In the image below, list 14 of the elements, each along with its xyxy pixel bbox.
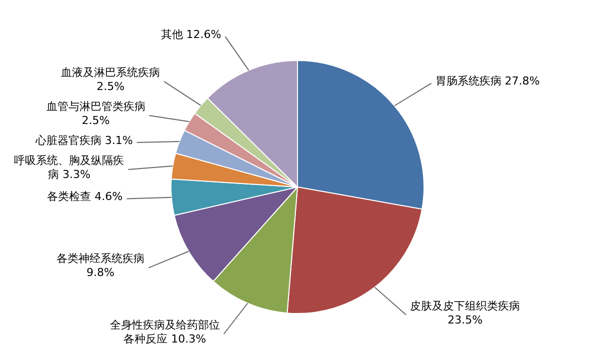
slice-label: 胃肠系统疾病 27.8%: [435, 74, 540, 88]
slice-label: 各类检查 4.6%: [47, 190, 123, 204]
data-label: 2.5%: [82, 114, 110, 127]
slice-label: 心脏器官疾病 3.1%: [34, 134, 133, 147]
data-label: 2.5%: [96, 80, 125, 93]
slice-label: 各类神经系统疾病: [56, 252, 144, 266]
slice-label: 血液及淋巴系统疾病: [61, 66, 160, 79]
slice-label: 全身性疾病及给药部位各种反应 10.3%: [110, 318, 220, 346]
slice-label: 皮肤及皮下组织类疾病: [410, 299, 520, 312]
data-label: 23.5%: [448, 313, 483, 326]
data-label: 9.8%: [86, 266, 114, 280]
slice-label: 呼吸系统、胸及纵隔疾病 3.3%: [14, 154, 124, 181]
slice-label: 血管与淋巴管类疾病: [46, 100, 146, 113]
slice-label: 其他 12.6%: [160, 28, 222, 41]
